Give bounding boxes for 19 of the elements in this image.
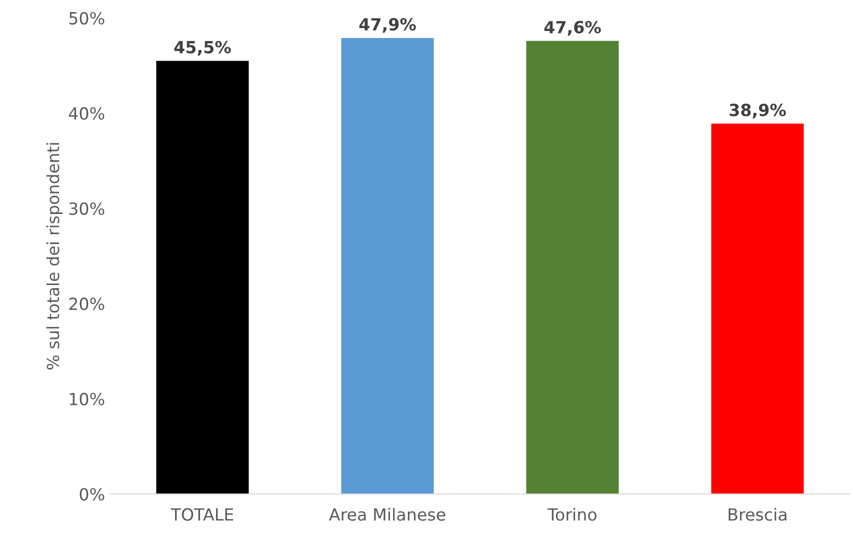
x-tick-label: TOTALE (170, 508, 234, 521)
y-tick-label: 50% (69, 12, 104, 25)
y-tick-label: 0% (80, 488, 104, 501)
y-tick-label: 20% (69, 298, 104, 310)
data-label: 47,6% (544, 20, 601, 36)
bar (526, 40, 619, 494)
y-tick-label: 30% (69, 202, 104, 215)
x-tick-label: Area Milanese (329, 508, 446, 521)
bar (156, 60, 249, 494)
x-tick-label: Torino (548, 508, 596, 521)
bar (341, 38, 434, 494)
y-tick-label: 40% (68, 107, 104, 120)
bar (711, 124, 804, 494)
data-label: 47,9% (359, 18, 416, 33)
y-axis-title: % sul totale dei rispondenti (46, 143, 63, 370)
data-label: 38,9% (730, 104, 786, 118)
data-label: 45,5% (174, 40, 231, 56)
y-tick-label: 10% (70, 392, 104, 406)
x-tick-label: Brescia (728, 508, 786, 521)
